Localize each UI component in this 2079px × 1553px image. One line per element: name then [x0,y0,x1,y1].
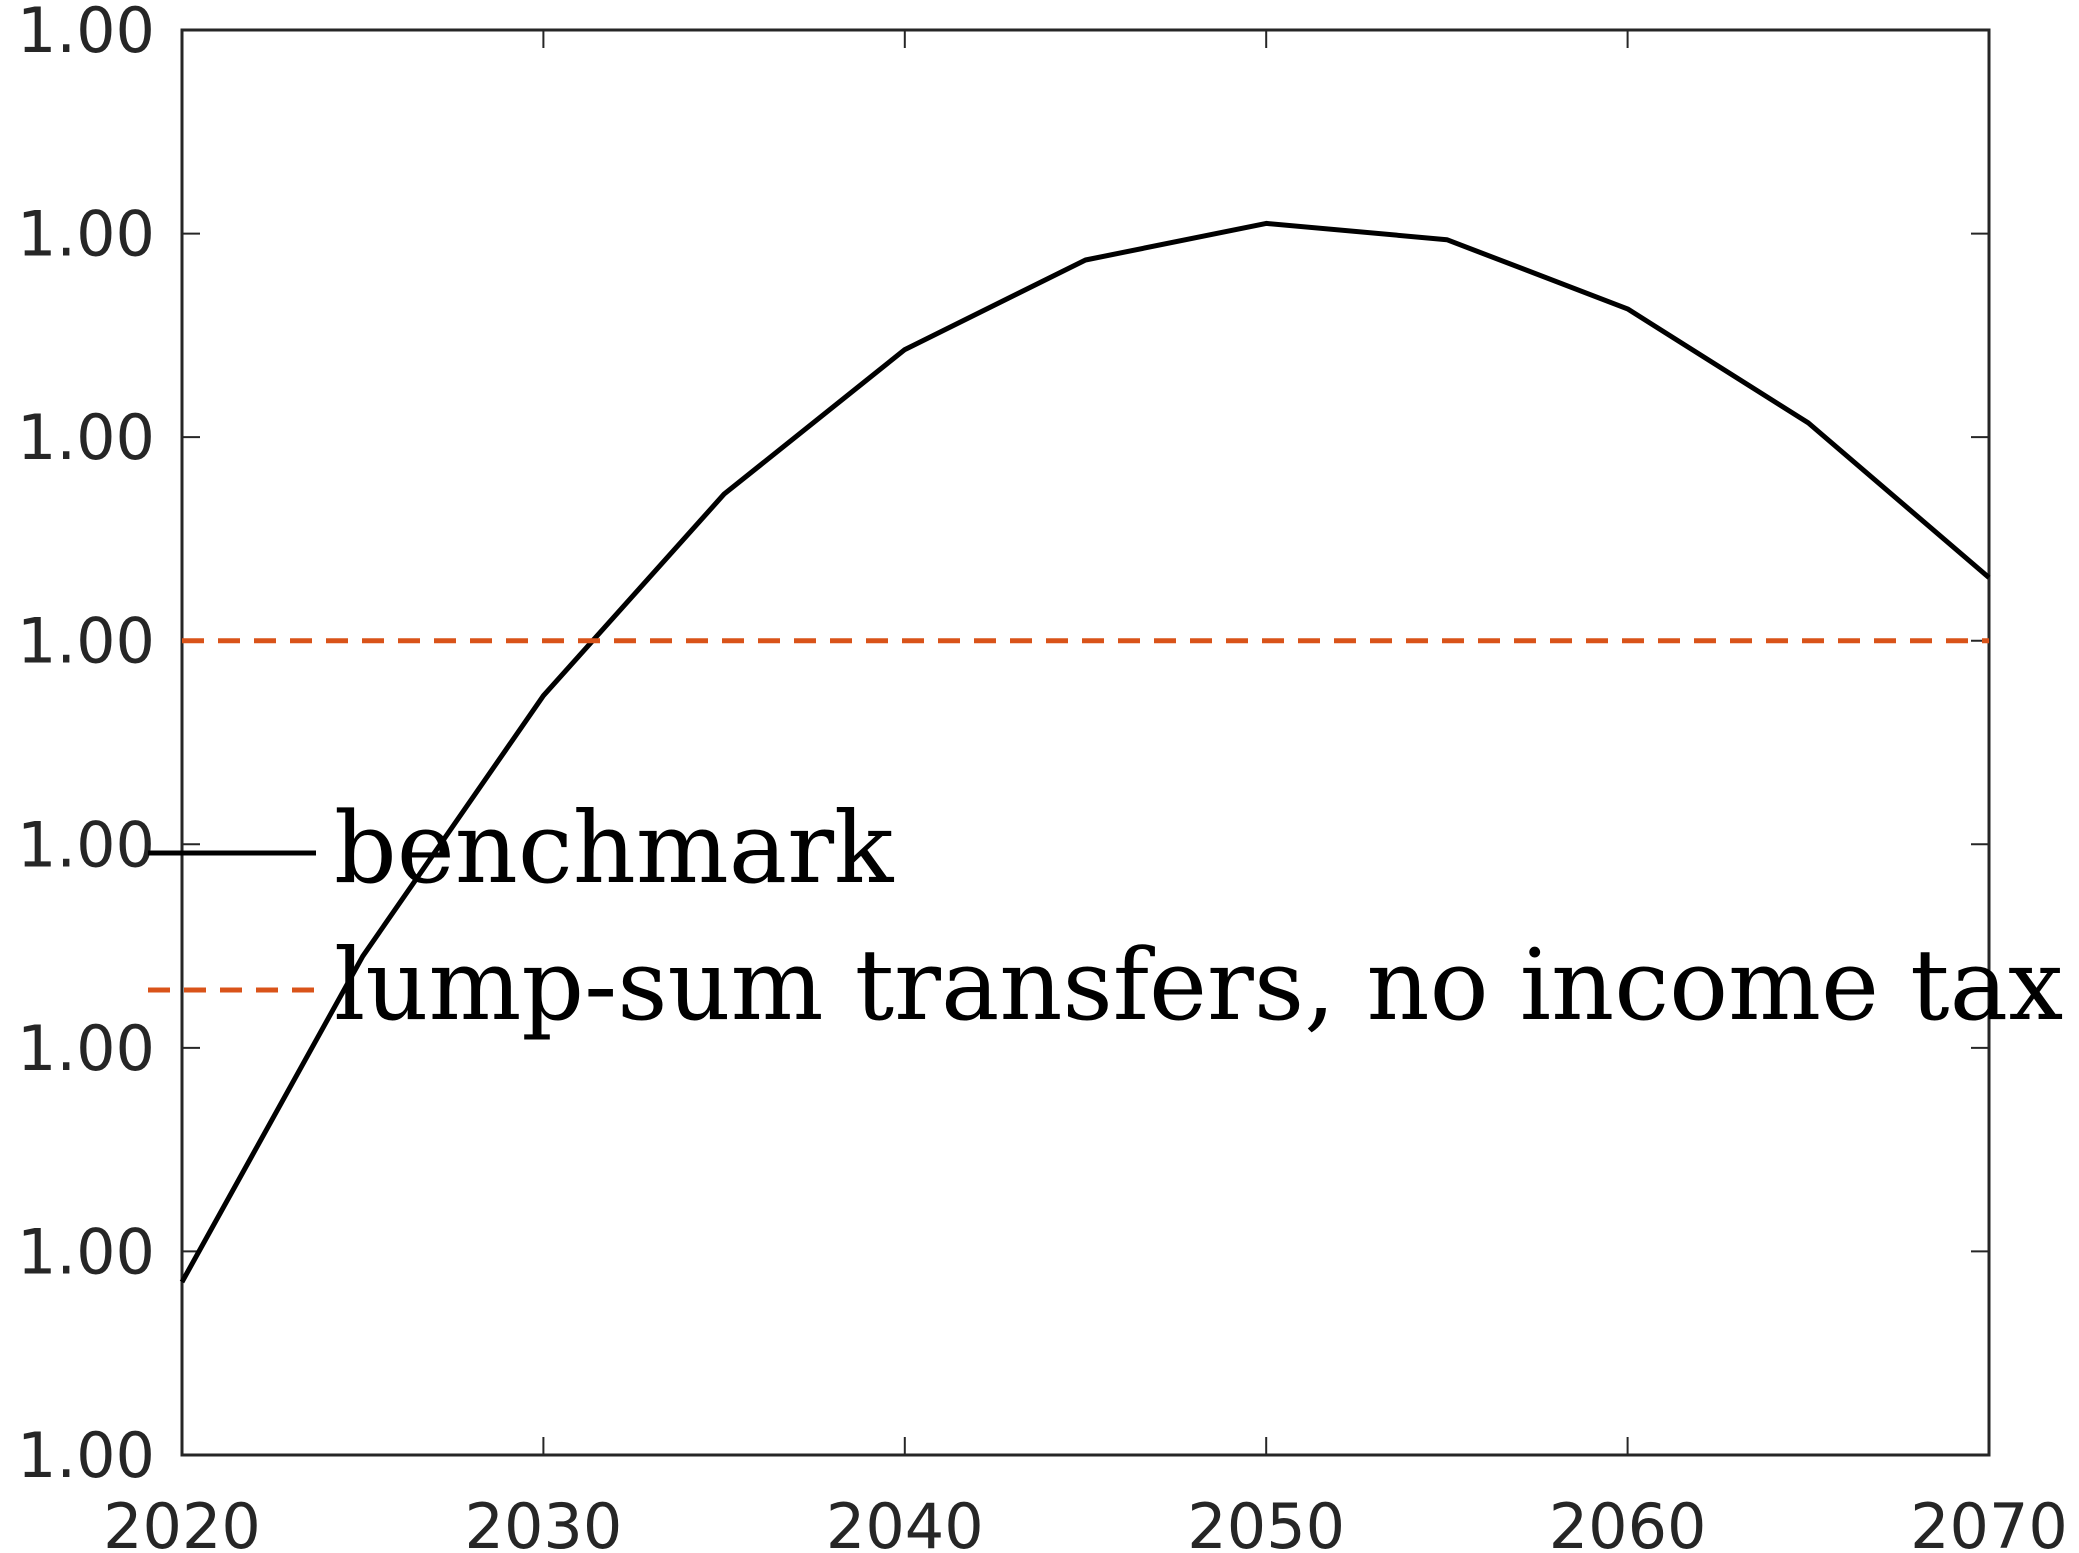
y-tick-label: 1.00 [17,1012,155,1085]
y-tick-label: 1.00 [17,0,155,67]
y-tick-label: 1.00 [17,1215,155,1288]
y-axis: 1.00 1.00 1.00 1.00 1.00 1.00 1.00 1.00 [17,0,1989,1492]
series-line-benchmark [179,220,1991,1284]
x-tick-label: 2050 [1187,1490,1345,1553]
x-tick-label: 2030 [465,1490,623,1553]
y-tick-label: 1.00 [17,605,155,678]
y-tick-label: 1.00 [17,1419,155,1492]
x-tick-label: 2070 [1910,1490,2068,1553]
x-axis: 2020 2030 2040 2050 2060 2070 [103,30,2068,1553]
series-layer [179,220,1991,1284]
x-tick-label: 2040 [826,1490,984,1553]
legend-label-lump-sum: lump-sum transfers, no income tax [334,929,2063,1043]
x-tick-label: 2020 [103,1490,261,1553]
legend-label-benchmark: benchmark [334,792,895,906]
x-tick-label: 2060 [1549,1490,1707,1553]
y-tick-label: 1.00 [17,808,155,881]
plot-area [180,28,1991,1457]
legend: benchmark lump-sum transfers, no income … [148,792,2063,1043]
y-tick-label: 1.00 [17,198,155,271]
y-tick-label: 1.00 [17,401,155,474]
